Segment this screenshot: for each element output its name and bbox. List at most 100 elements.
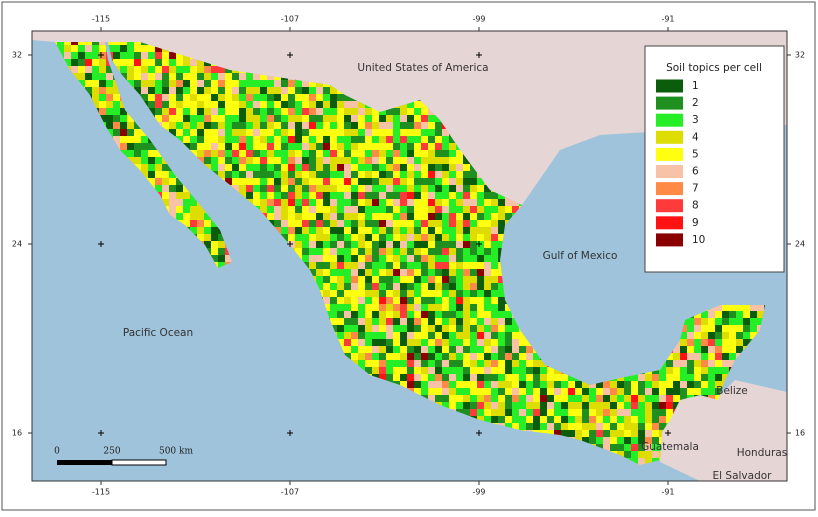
- soil-cell: [309, 122, 316, 129]
- soil-cell: [386, 136, 393, 143]
- soil-cell: [92, 42, 99, 45]
- soil-cell: [274, 178, 281, 185]
- soil-cell: [141, 87, 148, 94]
- soil-cell: [330, 199, 337, 206]
- soil-cell: [239, 185, 246, 192]
- soil-cell: [379, 178, 386, 185]
- soil-cell: [372, 122, 379, 129]
- soil-cell: [694, 353, 701, 360]
- soil-cell: [218, 94, 225, 101]
- soil-cell: [470, 367, 477, 374]
- soil-cell: [190, 59, 197, 66]
- soil-cell: [484, 360, 491, 367]
- soil-cell: [337, 227, 344, 234]
- soil-cell: [701, 318, 708, 325]
- soil-cell: [302, 255, 309, 262]
- soil-cell: [400, 290, 407, 297]
- soil-cell: [323, 206, 330, 213]
- soil-cell: [477, 360, 484, 367]
- soil-cell: [372, 367, 379, 374]
- soil-cell: [337, 136, 344, 143]
- soil-cell: [456, 318, 463, 325]
- soil-cell: [372, 262, 379, 269]
- soil-cell: [288, 199, 295, 206]
- soil-cell: [379, 346, 386, 353]
- soil-cell: [393, 213, 400, 220]
- soil-cell: [372, 311, 379, 318]
- soil-cell: [386, 185, 393, 192]
- soil-cell: [330, 115, 337, 122]
- soil-cell: [344, 339, 351, 346]
- soil-cell: [260, 129, 267, 136]
- soil-cell: [701, 325, 708, 332]
- soil-cell: [708, 318, 715, 325]
- soil-cell: [540, 367, 547, 374]
- soil-cell: [463, 262, 470, 269]
- soil-cell: [337, 283, 344, 290]
- soil-cell: [743, 311, 750, 318]
- soil-cell: [253, 101, 260, 108]
- soil-cell: [302, 227, 309, 234]
- soil-cell: [505, 206, 512, 213]
- soil-cell: [127, 42, 134, 45]
- soil-cell: [190, 143, 197, 150]
- soil-cell: [162, 178, 169, 185]
- soil-cell: [337, 157, 344, 164]
- soil-cell: [134, 164, 141, 171]
- soil-cell: [456, 367, 463, 374]
- soil-cell: [526, 367, 533, 374]
- soil-cell: [351, 262, 358, 269]
- soil-cell: [442, 171, 449, 178]
- soil-cell: [183, 66, 190, 73]
- soil-cell: [414, 241, 421, 248]
- soil-cell: [470, 248, 477, 255]
- soil-cell: [309, 157, 316, 164]
- soil-cell: [421, 115, 428, 122]
- soil-cell: [414, 171, 421, 178]
- soil-cell: [204, 234, 211, 241]
- soil-cell: [442, 150, 449, 157]
- soil-cell: [225, 150, 232, 157]
- soil-cell: [134, 143, 141, 150]
- soil-cell: [295, 171, 302, 178]
- soil-cell: [358, 346, 365, 353]
- soil-cell: [246, 115, 253, 122]
- soil-cell: [477, 199, 484, 206]
- soil-cell: [302, 129, 309, 136]
- soil-cell: [351, 115, 358, 122]
- soil-cell: [351, 220, 358, 227]
- soil-cell: [498, 318, 505, 325]
- soil-cell: [484, 213, 491, 220]
- soil-cell: [113, 115, 120, 122]
- soil-cell: [456, 255, 463, 262]
- soil-cell: [379, 276, 386, 283]
- soil-cell: [337, 129, 344, 136]
- soil-cell: [92, 66, 99, 73]
- soil-cell: [309, 171, 316, 178]
- soil-cell: [484, 227, 491, 234]
- soil-cell: [344, 248, 351, 255]
- soil-cell: [288, 164, 295, 171]
- soil-cell: [113, 101, 120, 108]
- soil-cell: [498, 367, 505, 374]
- soil-cell: [372, 213, 379, 220]
- soil-cell: [183, 108, 190, 115]
- soil-cell: [393, 360, 400, 367]
- soil-cell: [449, 234, 456, 241]
- soil-cell: [736, 304, 743, 311]
- soil-cell: [99, 42, 106, 45]
- soil-cell: [442, 269, 449, 276]
- soil-cell: [358, 318, 365, 325]
- soil-cell: [344, 122, 351, 129]
- soil-cell: [134, 66, 141, 73]
- soil-cell: [127, 143, 134, 150]
- soil-cell: [358, 353, 365, 360]
- soil-cell: [344, 283, 351, 290]
- soil-cell: [421, 269, 428, 276]
- soil-cell: [449, 213, 456, 220]
- soil-cell: [169, 59, 176, 66]
- soil-cell: [421, 332, 428, 339]
- soil-cell: [386, 143, 393, 150]
- usa-land: [32, 31, 787, 205]
- soil-cell: [470, 262, 477, 269]
